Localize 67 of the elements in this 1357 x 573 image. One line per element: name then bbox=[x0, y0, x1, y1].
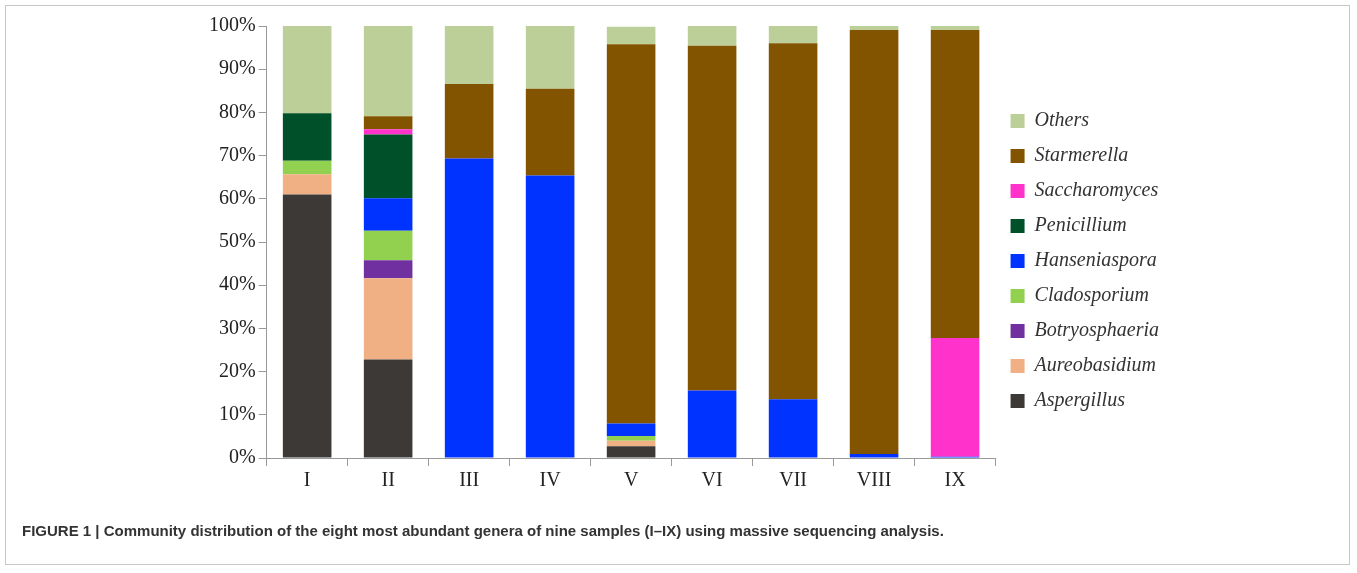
bar bbox=[930, 26, 980, 30]
bar bbox=[930, 337, 980, 457]
legend-label: Aureobasidium bbox=[1032, 353, 1157, 376]
bar bbox=[687, 45, 737, 391]
bar bbox=[606, 435, 656, 441]
x-tick-label: IX bbox=[944, 468, 967, 491]
bar bbox=[444, 158, 494, 458]
x-tick-label: V bbox=[623, 468, 639, 491]
bar bbox=[363, 129, 413, 135]
y-tick-label: 80% bbox=[218, 99, 256, 122]
x-tick-label: VIII bbox=[856, 468, 892, 491]
bar bbox=[768, 26, 818, 44]
bar bbox=[930, 29, 980, 338]
bar bbox=[606, 44, 656, 424]
bar bbox=[687, 26, 737, 46]
legend-label: Saccharomyces bbox=[1034, 178, 1159, 202]
x-tick-label: II bbox=[381, 468, 395, 491]
bar bbox=[363, 26, 413, 117]
bar bbox=[444, 26, 494, 84]
bar bbox=[606, 26, 656, 45]
y-tick-label: 90% bbox=[218, 56, 256, 79]
legend-label: Starmerella bbox=[1034, 143, 1129, 166]
bar bbox=[444, 83, 494, 159]
legend-label: Penicillium bbox=[1033, 213, 1127, 236]
bar bbox=[282, 160, 332, 175]
x-tick-label: VI bbox=[701, 468, 723, 491]
bar bbox=[606, 446, 656, 458]
y-tick-label: 10% bbox=[218, 402, 256, 425]
y-tick-label: 0% bbox=[228, 445, 256, 468]
x-tick-label: VII bbox=[779, 468, 807, 491]
y-tick-label: 20% bbox=[218, 358, 256, 381]
legend-label: Others bbox=[1034, 108, 1090, 131]
bar bbox=[282, 26, 332, 114]
bar bbox=[606, 423, 656, 436]
bar bbox=[282, 174, 332, 195]
bar bbox=[363, 116, 413, 130]
bar bbox=[849, 29, 899, 455]
caption: FIGURE 1 | Community distribution of the eight most abundant genera of nine samples (I–IX) using massive sequencing analysis. bbox=[22, 522, 944, 539]
bar bbox=[849, 26, 899, 30]
bar bbox=[363, 198, 413, 231]
legend-label: Hanseniaspora bbox=[1033, 248, 1157, 272]
bar bbox=[525, 175, 575, 458]
y-tick-label: 60% bbox=[218, 186, 256, 209]
bar bbox=[363, 134, 413, 199]
bar bbox=[363, 230, 413, 261]
y-tick-label: 50% bbox=[218, 229, 256, 252]
bar bbox=[282, 113, 332, 161]
bar bbox=[363, 260, 413, 279]
legend-label: Botryosphaeria bbox=[1034, 318, 1159, 342]
bar bbox=[525, 88, 575, 176]
bar bbox=[849, 454, 899, 458]
y-tick-label: 40% bbox=[218, 272, 256, 295]
legend-label: Cladosporium bbox=[1034, 283, 1150, 307]
legend-label: Aspergillus bbox=[1032, 388, 1126, 412]
bar bbox=[768, 43, 818, 400]
x-tick-label: I bbox=[303, 468, 311, 491]
y-tick-label: 30% bbox=[218, 315, 256, 338]
x-tick-label: III bbox=[459, 468, 480, 491]
bar bbox=[363, 278, 413, 360]
x-tick-label: IV bbox=[539, 468, 562, 491]
bar bbox=[687, 390, 737, 458]
bar bbox=[768, 399, 818, 458]
y-tick-label: 100% bbox=[208, 13, 256, 36]
bar bbox=[525, 26, 575, 89]
bar bbox=[282, 194, 332, 458]
bar bbox=[363, 359, 413, 458]
y-tick-label: 70% bbox=[218, 142, 256, 165]
